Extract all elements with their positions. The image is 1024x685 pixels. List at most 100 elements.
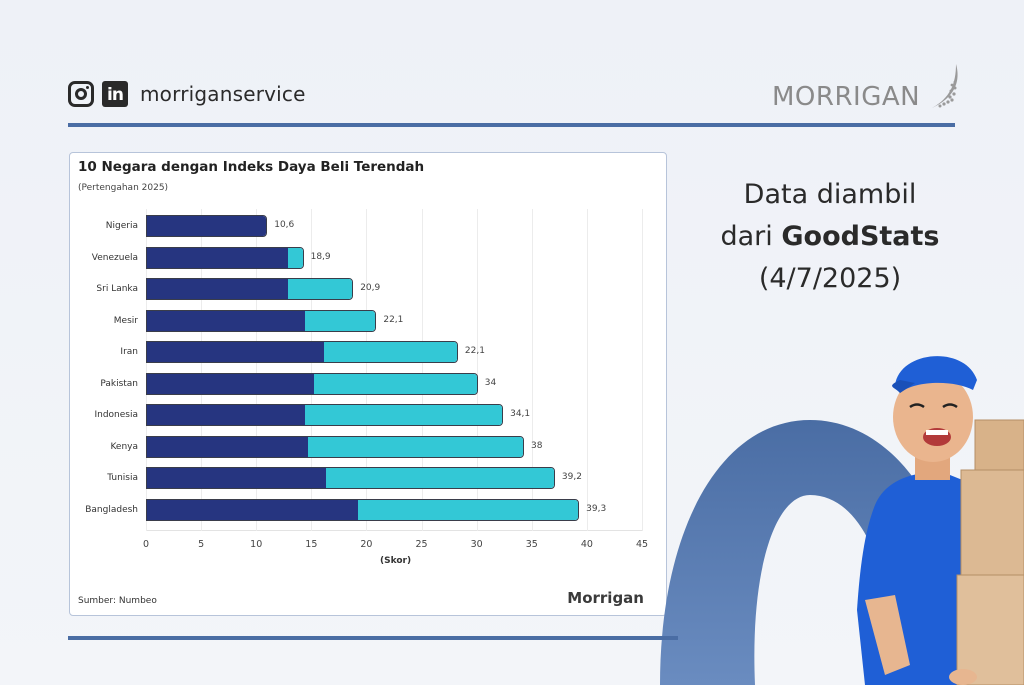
x-tick-label: 40 [580,539,593,550]
category-label: Sri Lanka [96,284,138,294]
bar-value-label: 20,9 [360,283,381,293]
bar-row: Indonesia 34,1 [70,404,530,426]
bar-segment-dark [147,405,305,425]
category-label: Venezuela [91,252,138,263]
instagram-icon [68,81,94,107]
bar-segment-dark [147,436,309,457]
gridline [366,209,368,531]
bar-value-label: 22,1 [464,346,485,356]
bar-segment-dark [147,247,289,268]
category-label: Tunisia [107,473,138,483]
bar-value-label: 34 [484,377,497,388]
plot-area: 0 5 10 15 20 25 30 35 40 45 Nigeria 10,6 Venezuela 18… [85,209,648,550]
source-name: GoodStats [781,221,940,252]
bar [146,435,525,458]
bar-row: Sri Lanka 20,9 [70,278,380,300]
x-tick-label: 25 [415,539,428,550]
bar-row: Nigeria 10,6 [70,215,294,237]
bar [146,341,458,363]
gridline [531,209,533,531]
bar-value-label: 38 [531,440,543,451]
x-axis-line [146,530,642,531]
category-label: Bangladesh [85,504,138,515]
bar-row: Tunisia 39,2 [70,467,582,489]
bar-value-label: 18,9 [310,251,331,262]
gridline [642,209,643,531]
bar-segment-light [308,436,524,457]
bar [146,372,478,395]
bar-segment-dark [147,499,358,520]
x-tick-label: 5 [198,539,205,550]
bar-row: Pakistan 34 [70,372,496,395]
bar-segment-dark [147,310,306,331]
x-tick-label: 10 [250,539,263,550]
bar-value-label: 22,1 [383,314,404,325]
gridline [421,209,423,531]
chart-subtitle: (Pertengahan 2025) [78,183,169,193]
bar-segment-light [305,310,376,331]
chart-card: 10 Negara dengan Indeks Daya Beli Terend… [69,152,667,616]
gridline [146,209,147,531]
category-label: Mesir [113,315,138,326]
x-tick-label: 45 [635,539,649,550]
bar [146,215,268,237]
bar-segment-light [287,279,353,299]
x-axis-label: (Skor) [380,556,412,566]
chart-brand: Morrigan [567,589,644,607]
side-note-line1: Data diambil [743,179,917,210]
category-label: Iran [120,347,138,357]
x-tick-label: 15 [305,539,318,550]
bar-segment-dark [147,468,326,488]
social-handle: morriganservice [140,82,306,106]
delivery-person-illustration [857,356,1024,685]
side-note-line2: dari GoodStats [720,221,940,252]
bar [146,246,304,269]
x-tick-label: 35 [525,539,538,550]
bar-segment-light [357,499,579,520]
side-note-date: (4/7/2025) [758,263,902,294]
bar-segment-light [324,342,457,362]
bar [146,278,354,300]
bar-value-label: 39,3 [586,503,607,514]
bar-row: Kenya 38 [70,435,543,458]
bar-segment-dark [147,342,325,362]
chart-title: 10 Negara dengan Indeks Daya Beli Terend… [78,159,425,175]
feather-swoosh-icon [932,64,958,108]
top-divider [68,123,955,127]
bar-value-label: 10,6 [274,220,295,230]
linkedin-icon: in [102,81,128,107]
gridline [311,209,313,531]
category-label: Pakistan [100,378,138,389]
bar-segment-dark [147,279,288,299]
bar-segment-light [325,468,554,488]
bar-segment-dark [147,216,267,236]
gridline [476,209,478,531]
brand-wordmark: MORRIGAN [772,82,921,112]
category-label: Nigeria [105,221,138,231]
bar-row: Mesir 22,1 [70,309,403,332]
category-label: Kenya [110,441,138,452]
bar-value-label: 34,1 [510,409,531,419]
bar-value-label: 39,2 [561,472,582,482]
bar-row: Iran 22,1 [70,341,485,363]
bar [146,404,504,426]
gridline [256,209,258,531]
bar-segment-dark [147,373,314,394]
category-label: Indonesia [94,410,138,420]
side-note: Data diambil dari GoodStats (4/7/2025) [690,174,970,300]
bar-segment-light [288,247,303,268]
bar [146,467,555,489]
brand-logo: MORRIGAN [772,62,962,112]
decorative-arc [660,420,935,685]
x-tick-label: 0 [142,539,150,550]
bottom-divider [68,636,678,640]
bar-row: Bangladesh 39,3 [70,498,606,521]
bar-segment-light [304,405,503,425]
gridline [201,209,203,531]
bar-row: Venezuela 18,9 [70,246,331,269]
x-tick-label: 20 [360,539,373,550]
bar-segment-light [313,373,477,394]
bar [146,309,377,332]
source-note: Sumber: Numbeo [78,596,157,606]
gridline [586,209,588,531]
